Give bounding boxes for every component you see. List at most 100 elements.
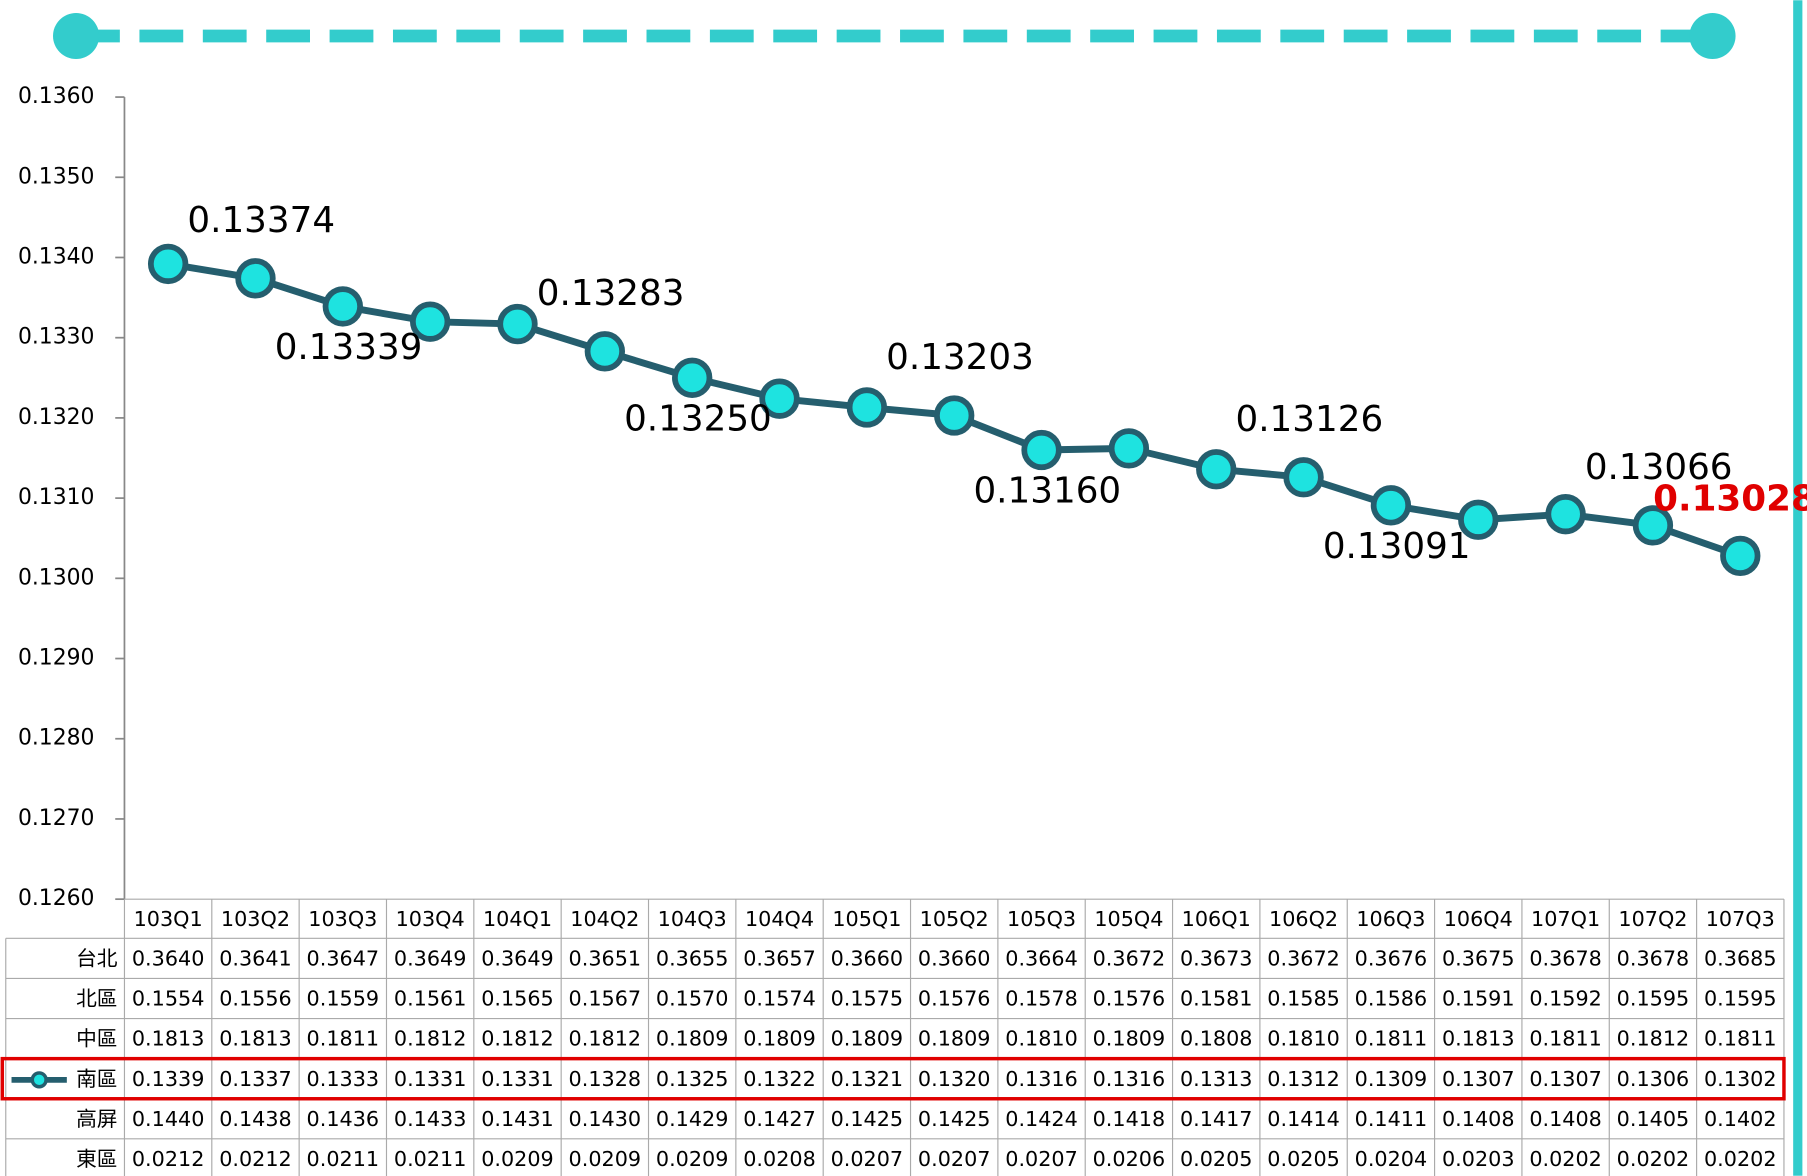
table-cell: 0.1306 (1617, 1067, 1690, 1091)
table-cell: 0.1809 (1093, 1027, 1166, 1051)
x-tick-label: 107Q1 (1531, 907, 1600, 931)
table-cell: 0.3641 (219, 947, 292, 971)
table-cell: 0.0205 (1180, 1147, 1253, 1171)
point (1021, 429, 1062, 471)
table-cell: 0.3640 (132, 947, 205, 971)
x-tick-label: 107Q2 (1618, 907, 1687, 931)
table-cell: 0.1430 (569, 1107, 642, 1131)
point (846, 387, 888, 428)
table-cell: 0.1811 (1529, 1027, 1602, 1051)
table-cell: 0.3651 (569, 947, 642, 971)
table-cell: 0.1575 (831, 987, 904, 1011)
data-label: 0.13160 (973, 471, 1121, 512)
x-tick-label: 106Q1 (1182, 907, 1251, 931)
table-cell: 0.1570 (656, 987, 729, 1011)
table-cell: 0.3678 (1529, 947, 1602, 971)
decor-dot (53, 12, 100, 60)
table-cell: 0.3678 (1617, 947, 1690, 971)
row-label: 東區 (76, 1147, 117, 1171)
table-cell: 0.3672 (1267, 947, 1340, 971)
table-cell: 0.1325 (656, 1067, 729, 1091)
table-cell: 0.0207 (831, 1147, 904, 1171)
x-tick-label: 104Q1 (483, 907, 552, 931)
table-cell: 0.1567 (569, 987, 642, 1011)
table-cell: 0.1424 (1005, 1107, 1078, 1131)
point (1370, 485, 1412, 526)
table-cell: 0.1565 (481, 987, 554, 1011)
x-tick-label: 104Q2 (570, 907, 639, 931)
table-cell: 0.0202 (1704, 1147, 1777, 1171)
table-cell: 0.1591 (1442, 987, 1515, 1011)
x-tick-label: 105Q2 (920, 907, 989, 931)
table-cell: 0.1809 (918, 1027, 991, 1051)
legend-label: 南區 (76, 1067, 117, 1091)
x-tick-label: 103Q2 (221, 907, 290, 931)
table-cell: 0.1402 (1704, 1107, 1777, 1131)
table-cell: 0.1585 (1267, 987, 1340, 1011)
table-cell: 0.1810 (1267, 1027, 1340, 1051)
table-cell: 0.0207 (918, 1147, 991, 1171)
table-cell: 0.1302 (1704, 1067, 1777, 1091)
table-cell: 0.0204 (1355, 1147, 1428, 1171)
table-cell: 0.1411 (1355, 1107, 1428, 1131)
table-cell: 0.0209 (481, 1147, 554, 1171)
row-label: 高屏 (76, 1107, 117, 1131)
data-label: 0.13028 (1653, 479, 1807, 520)
table-cell: 0.0212 (132, 1147, 205, 1171)
point (322, 286, 363, 327)
table-cell: 0.1811 (1704, 1027, 1777, 1051)
table-cell: 0.3664 (1005, 947, 1078, 971)
table-cell: 0.1307 (1529, 1067, 1602, 1091)
point (147, 243, 189, 285)
point (672, 357, 713, 398)
table-cell: 0.1431 (481, 1107, 554, 1131)
table-cell: 0.1427 (743, 1107, 816, 1131)
y-tick-label: 0.1360 (18, 84, 95, 109)
table-cell: 0.1328 (569, 1067, 642, 1091)
table-cell: 0.1425 (918, 1107, 991, 1131)
table-cell: 0.0202 (1529, 1147, 1602, 1171)
data-label: 0.13203 (886, 337, 1034, 378)
table-cell: 0.1307 (1442, 1067, 1515, 1091)
row-label: 中區 (76, 1027, 117, 1051)
table-cell: 0.1574 (743, 987, 816, 1011)
table-cell: 0.0209 (569, 1147, 642, 1171)
table-cell: 0.3649 (394, 947, 467, 971)
point (1108, 428, 1150, 469)
legend-marker (30, 1071, 48, 1089)
point (1720, 535, 1761, 577)
table-cell: 0.1812 (481, 1027, 554, 1051)
table-cell: 0.0211 (394, 1147, 467, 1171)
x-tick-label: 106Q3 (1356, 907, 1425, 931)
table-cell: 0.0202 (1617, 1147, 1690, 1171)
table-cell: 0.1438 (219, 1107, 292, 1131)
table-cell: 0.0207 (1005, 1147, 1078, 1171)
table-cell: 0.1578 (1005, 987, 1078, 1011)
table-cell: 0.1321 (831, 1067, 904, 1091)
table-cell: 0.1414 (1267, 1107, 1340, 1131)
table-cell: 0.3660 (831, 947, 904, 971)
y-tick-label: 0.1340 (18, 244, 95, 269)
data-label: 0.13091 (1323, 526, 1471, 567)
table-cell: 0.1811 (307, 1027, 380, 1051)
y-tick-label: 0.1350 (18, 164, 95, 189)
point (409, 301, 451, 342)
row-label: 台北 (76, 947, 118, 971)
table-cell: 0.1554 (132, 987, 205, 1011)
point (1632, 505, 1674, 546)
table-cell: 0.3660 (918, 947, 991, 971)
table-cell: 0.1595 (1617, 987, 1690, 1011)
y-tick-label: 0.1270 (18, 806, 95, 831)
table-cell: 0.1808 (1180, 1027, 1253, 1051)
table-cell: 0.1809 (656, 1027, 729, 1051)
table-cell: 0.1576 (918, 987, 991, 1011)
x-tick-label: 103Q4 (396, 907, 465, 931)
table-cell: 0.1322 (743, 1067, 816, 1091)
table-cell: 0.1433 (394, 1107, 467, 1131)
table-cell: 0.1812 (569, 1027, 642, 1051)
table-cell: 0.1425 (831, 1107, 904, 1131)
table-cell: 0.0203 (1442, 1147, 1515, 1171)
table-cell: 0.1586 (1355, 987, 1428, 1011)
table-cell: 0.1809 (743, 1027, 816, 1051)
y-tick-label: 0.1300 (18, 565, 95, 590)
